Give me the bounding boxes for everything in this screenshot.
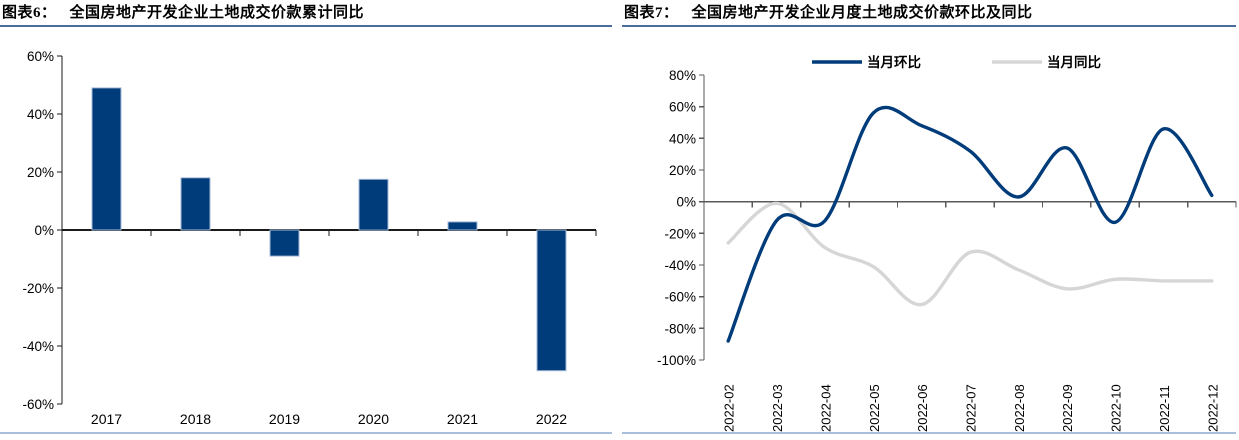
bar-2021 [447, 221, 478, 231]
x-axis-label: 2022 [536, 411, 567, 427]
y-axis-label: 0% [34, 223, 54, 238]
figure6-title-text: 全国房地产开发企业土地成交价款累计同比 [69, 5, 365, 21]
y-axis-label: 80% [669, 68, 696, 83]
y-axis-label: 40% [27, 107, 54, 122]
y-axis-label: -60% [22, 397, 54, 412]
x-axis-label: 2022-11 [1157, 385, 1172, 432]
figure6-tag: 图表6： [2, 5, 57, 21]
y-axis-label: -100% [657, 353, 696, 368]
legend-label-0: 当月环比 [867, 54, 921, 70]
figure7-panel: 80% 60% 40% 20% 0% -20% -40% -60% -80% -100% 2022-… [622, 0, 1239, 440]
x-axis-label: 2020 [358, 411, 389, 427]
figure6-bar-chart: 60% 40% 20% 0% -20% -40% -60% 2017 2018 2019 2020 2… [22, 49, 597, 427]
x-axis-label: 2022-04 [818, 384, 833, 432]
x-axis-label: 2019 [269, 411, 300, 427]
x-axis-label: 2022-09 [1060, 384, 1075, 432]
x-axis-label: 2022-07 [964, 384, 979, 432]
figure7-title-text: 全国房地产开发企业月度土地成交价款环比及同比 [691, 5, 1033, 21]
bar-2018 [180, 177, 211, 231]
y-axis-label: 40% [669, 131, 696, 146]
series-line-1 [726, 201, 1214, 307]
x-axis-label: 2018 [180, 411, 211, 427]
legend-label-1: 当月同比 [1047, 54, 1101, 70]
figure7-title-underline [622, 25, 1236, 27]
figure7-title: 图表7： 全国房地产开发企业月度土地成交价款环比及同比 [624, 3, 1033, 23]
figure7-tag: 图表7： [624, 5, 679, 21]
x-axis-label: 2017 [91, 411, 122, 427]
x-axis-label: 2022-05 [867, 384, 882, 432]
figure6-bottom-border [0, 432, 612, 434]
x-axis-label: 2022-02 [722, 384, 737, 432]
bar-2022 [536, 229, 567, 372]
x-axis-label: 2022-06 [915, 384, 930, 432]
figure7-bottom-border [622, 432, 1236, 434]
y-axis-label: -80% [664, 321, 696, 336]
figure6-title-underline [0, 25, 612, 27]
x-axis-label: 2022-08 [1012, 384, 1027, 432]
y-axis-label: -20% [22, 281, 54, 296]
y-axis-label: 0% [676, 195, 696, 210]
figure6-title: 图表6： 全国房地产开发企业土地成交价款累计同比 [2, 3, 364, 23]
figure6-panel: 60% 40% 20% 0% -20% -40% -60% 2017 2018 2019 2020 2… [0, 0, 618, 440]
y-axis-label: -40% [22, 339, 54, 354]
figure7-line-chart: 80% 60% 40% 20% 0% -20% -40% -60% -80% -100% 2022-… [657, 54, 1237, 432]
y-axis-label: -40% [664, 258, 696, 273]
series-line-0 [726, 105, 1214, 343]
y-axis-label: -20% [664, 226, 696, 241]
bar-2020 [358, 178, 389, 231]
x-axis-label: 2021 [447, 411, 478, 427]
y-axis-label: 60% [669, 100, 696, 115]
y-axis-label: 20% [669, 163, 696, 178]
x-axis-label: 2022-03 [770, 384, 785, 432]
y-axis-label: -60% [664, 290, 696, 305]
y-axis-label: 20% [27, 165, 54, 180]
bar-2019 [269, 229, 300, 257]
bar-2017 [91, 87, 122, 231]
x-axis-label: 2022-12 [1205, 384, 1220, 432]
y-axis-label: 60% [27, 49, 54, 64]
x-axis-label: 2022-10 [1109, 384, 1124, 432]
